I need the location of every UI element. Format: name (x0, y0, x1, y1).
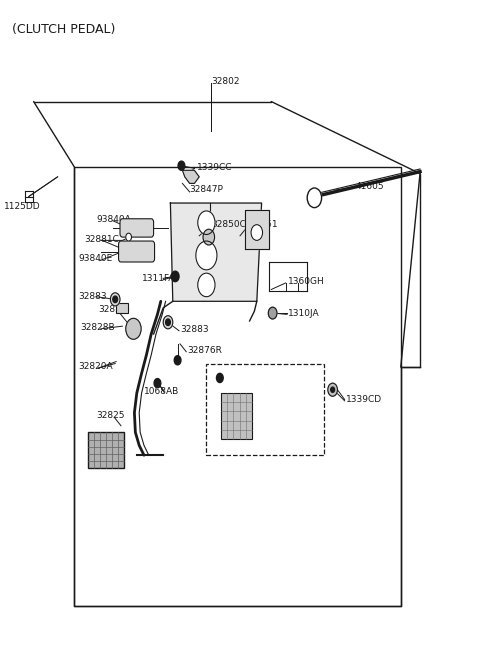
Polygon shape (245, 210, 269, 249)
Bar (206, 364, 324, 455)
Circle shape (198, 211, 215, 234)
Text: 41605: 41605 (355, 182, 384, 191)
Text: 32820A: 32820A (78, 362, 113, 371)
Circle shape (126, 233, 132, 241)
Circle shape (216, 373, 223, 383)
Text: 1311FA: 1311FA (142, 274, 175, 283)
Circle shape (328, 383, 337, 396)
Circle shape (126, 318, 141, 339)
Text: 1339CD: 1339CD (346, 395, 382, 404)
Text: 41651: 41651 (250, 219, 278, 229)
FancyBboxPatch shape (119, 241, 155, 262)
Text: (AL PAD): (AL PAD) (216, 373, 259, 384)
Text: 1339CC: 1339CC (197, 162, 232, 172)
Circle shape (154, 379, 161, 388)
Circle shape (196, 241, 217, 270)
Circle shape (166, 319, 170, 326)
Bar (88, 432, 124, 468)
Bar (116, 303, 128, 313)
Text: 32825: 32825 (96, 411, 124, 421)
Text: 1068AB: 1068AB (144, 386, 179, 396)
Text: 32850C: 32850C (211, 219, 246, 229)
Circle shape (178, 161, 185, 170)
Text: 32847P: 32847P (190, 185, 224, 195)
Circle shape (171, 271, 179, 282)
Text: 1310JA: 1310JA (288, 309, 320, 318)
Text: 32839: 32839 (98, 305, 127, 314)
Circle shape (268, 307, 277, 319)
Text: (CLUTCH PEDAL): (CLUTCH PEDAL) (12, 23, 115, 36)
Circle shape (113, 296, 118, 303)
Polygon shape (182, 170, 199, 183)
Circle shape (251, 225, 263, 240)
Circle shape (198, 273, 215, 297)
Text: 32883: 32883 (78, 291, 107, 301)
Polygon shape (170, 203, 262, 301)
Text: 1125DD: 1125DD (4, 202, 40, 211)
Text: 1360GH: 1360GH (288, 277, 325, 286)
Text: 32825: 32825 (223, 442, 252, 451)
Circle shape (331, 387, 335, 392)
FancyBboxPatch shape (120, 219, 154, 237)
Bar (74, 167, 401, 606)
Text: 93840E: 93840E (78, 254, 112, 263)
Bar (221, 393, 252, 439)
Text: 32876R: 32876R (187, 346, 222, 355)
Circle shape (307, 188, 322, 208)
Text: 32828B: 32828B (81, 323, 115, 332)
Text: 43779A: 43779A (235, 372, 270, 381)
Circle shape (110, 293, 120, 306)
Text: 32883: 32883 (180, 325, 209, 334)
Circle shape (163, 316, 173, 329)
Text: 32802: 32802 (211, 77, 240, 86)
Circle shape (174, 356, 181, 365)
Text: 93840A: 93840A (96, 215, 131, 224)
Text: 32881C: 32881C (84, 234, 119, 244)
Circle shape (203, 229, 215, 245)
